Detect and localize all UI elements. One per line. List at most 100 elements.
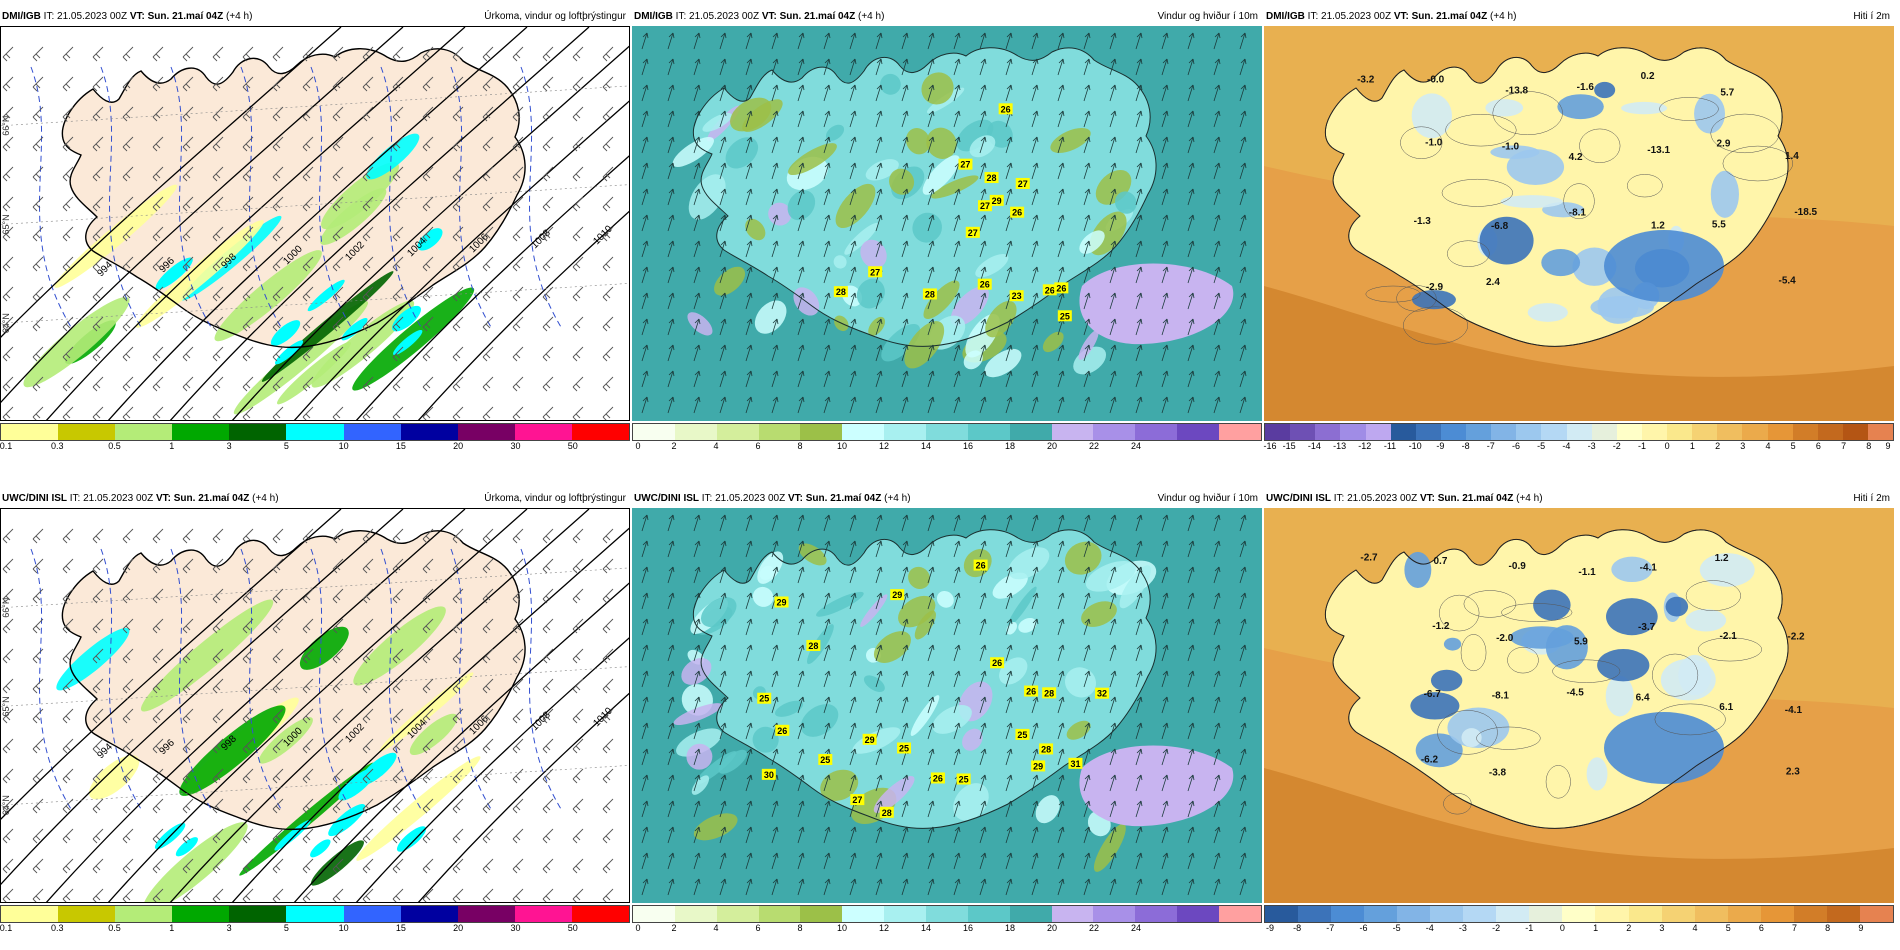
precip-core [358,752,397,786]
wind-arrow [1135,240,1143,258]
colorbar-swatch [1566,424,1592,440]
wind-arrow [1213,618,1221,636]
wind-barb [602,738,614,754]
wind-arrow [927,344,935,362]
wind-arrow [745,540,753,558]
wind-arrow [901,826,909,844]
wind-arrow [667,696,675,714]
wind-barb [152,256,164,272]
wind-arrow [875,514,883,532]
temp-colorbar [1264,423,1894,441]
colorbar-swatch [457,424,515,440]
wind-barb [482,46,494,62]
wind-arrow [1083,110,1091,128]
colorbar-tick-label: -3 [1587,441,1596,451]
svg-text:25: 25 [820,755,830,765]
wind-barb [62,708,74,724]
svg-text:25: 25 [899,743,909,753]
wind-arrow [1213,566,1221,584]
precip-area [409,713,458,756]
wind-barb [482,708,494,724]
wind-barb [212,286,224,302]
wind-barb [302,226,314,242]
wind-arrow [771,370,779,388]
wind-arrow [1005,344,1013,362]
wind-arrow [849,266,857,284]
gust-label: 27 [1015,177,1030,189]
wind-arrow [1031,800,1039,818]
wind-arrow [641,266,649,284]
wind-speed-area [742,99,783,132]
wind-barb [152,226,164,242]
wind-arrow [667,514,675,532]
wind-arrow [953,514,961,532]
wind-arrow [927,318,935,336]
wind-barb [92,46,104,62]
wind-barb [152,316,164,332]
wind-arrow [1083,188,1091,206]
wind-barb [482,618,494,634]
wind-arrow [1161,188,1169,206]
wind-barb [302,648,314,664]
wind-arrow [641,722,649,740]
wind-arrow [927,266,935,284]
wind-barb [392,588,404,604]
wind-barb [482,166,494,182]
colorbar-swatch [457,906,515,922]
wind-arrow [901,32,909,50]
wind-arrow [797,878,805,896]
precip-map: 994 996 998 1000 1002 1004 1006 1008 1010 66°N 65°… [0,508,630,903]
wind-barb [272,528,284,544]
wind-arrow [953,670,961,688]
precip-area [310,840,364,886]
wind-speed-area [923,280,960,320]
wind-arrow [1005,84,1013,102]
wind-arrow [1161,800,1169,818]
wind-arrow [823,800,831,818]
lead-time: (+4 h) [858,11,885,22]
colorbar-tick-label: 4 [1692,923,1698,933]
wind-arrow [953,344,961,362]
wind-barb [332,528,344,544]
wind-barb [32,346,44,362]
colorbar-swatch [343,906,401,922]
wind-barb [92,618,104,634]
wind-arrow [1057,514,1065,532]
wind-arrow [1083,774,1091,792]
wind-arrow [1161,344,1169,362]
wind-arrow [1083,58,1091,76]
wind-barb [2,588,14,604]
colorbar-tick-label: 1 [1689,441,1695,451]
wind-barb [482,76,494,92]
colorbar-tick-label: 5 [1790,441,1796,451]
wind-barb [332,166,344,182]
gust-label: 25 [1015,728,1030,740]
wind-arrow [719,696,727,714]
wind-barb [602,76,614,92]
wind-arrow [823,370,831,388]
wind-arrow [953,566,961,584]
wind-speed-area [950,286,989,327]
wind-arrow [797,318,805,336]
wind-barb [362,286,374,302]
wind-barb [32,708,44,724]
field-name: Hiti í 2m [1853,11,1890,22]
wind-barb [182,166,194,182]
wind-arrow [1083,292,1091,310]
wind-barb [242,406,254,420]
wind-barb [572,256,584,272]
vt-label: VT: [155,493,171,504]
wind-barb [32,768,44,784]
wind-barb [392,46,404,62]
wind-barb [602,708,614,724]
wind-barb [332,678,344,694]
cold-area [1461,728,1482,748]
wind-arrow [1031,592,1039,610]
cold-area [1404,551,1432,588]
colorbar-swatch [1340,424,1366,440]
precip-area [320,188,387,245]
wind-arrow [927,370,935,388]
wind-speed-area [910,695,940,736]
wind-speed-area [1119,565,1151,609]
wind-barb [542,768,554,784]
